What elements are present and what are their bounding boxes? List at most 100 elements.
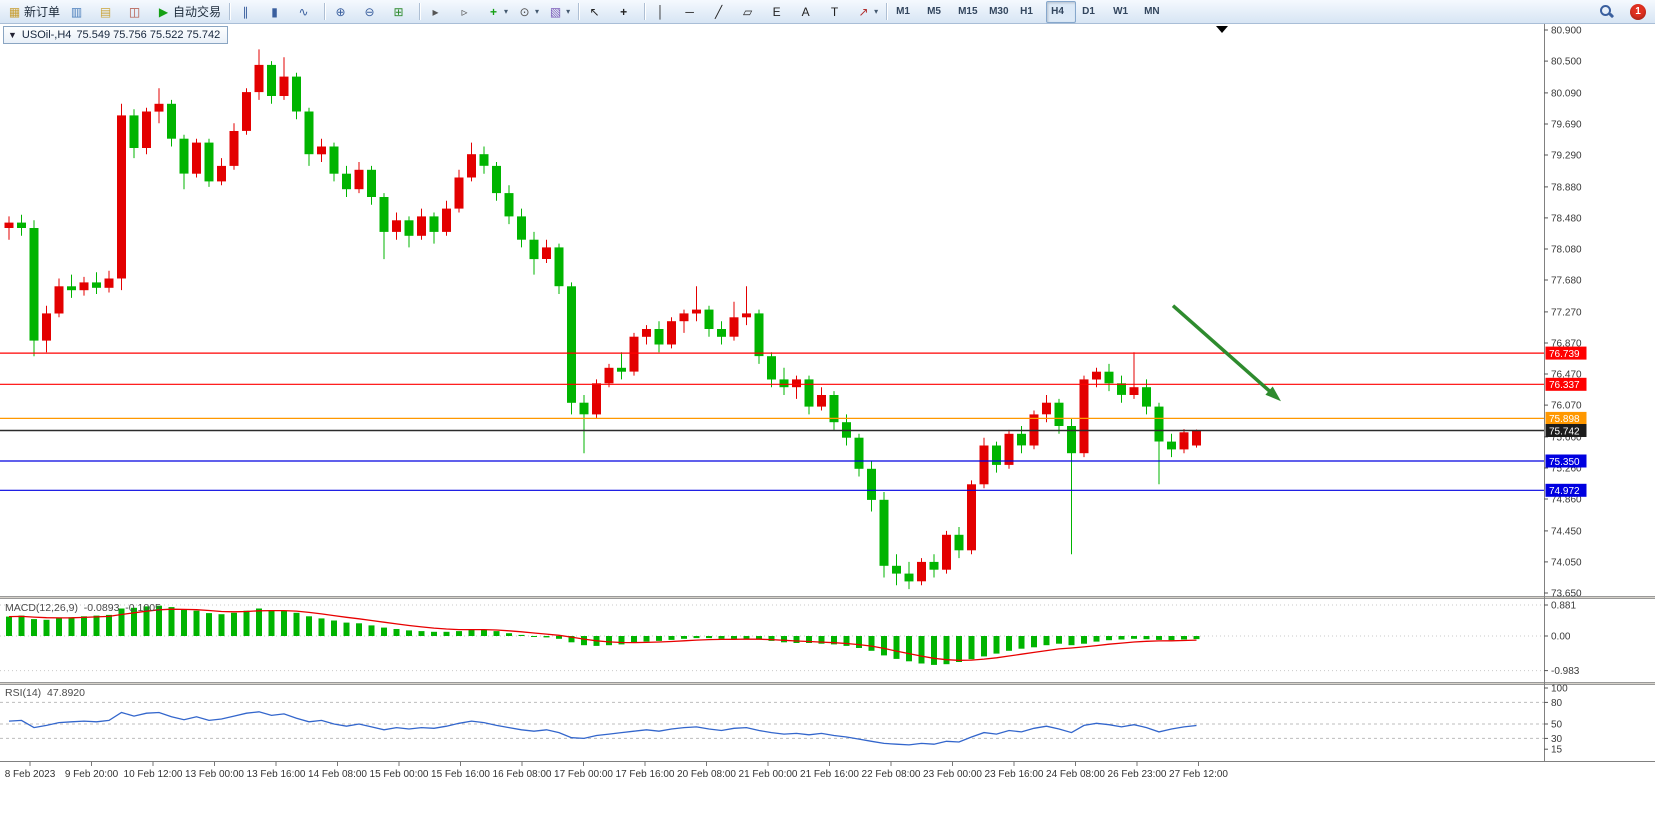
timeframe-mn-button[interactable]: MN [1139,1,1169,23]
toolbar-separator [324,3,326,20]
timeframe-m30-button[interactable]: M30 [984,1,1014,23]
fibonacci-button[interactable]: E [765,1,793,23]
panel-splitter[interactable] [0,682,1655,685]
svg-text:100: 100 [1551,684,1568,695]
panel-splitter[interactable] [0,596,1655,599]
chevron-down-icon: ▾ [504,7,509,16]
timeframe-w1-button[interactable]: W1 [1108,1,1138,23]
svg-text:-0.983: -0.983 [1551,666,1580,677]
chart-area: ▼ USOil-,H4 75.549 75.756 75.522 75.742 … [0,24,1655,825]
arrows-button[interactable]: ↗ ▾ [852,1,882,23]
candlestick-chart-type-button[interactable]: ▮ [263,1,291,23]
timeframe-m1-button[interactable]: M1 [891,1,921,23]
templates-button[interactable]: ▧ ▾ [544,1,574,23]
market-watch-icon: ▤ [99,4,112,19]
svg-text:16 Feb 08:00: 16 Feb 08:00 [493,769,552,780]
svg-text:80.500: 80.500 [1551,57,1582,68]
svg-text:15: 15 [1551,745,1563,756]
line-chart-type-button[interactable]: ∿ [292,1,320,23]
timeframe-h1-button[interactable]: H1 [1015,1,1045,23]
svg-text:76.739: 76.739 [1549,349,1580,360]
market-watch-button[interactable]: ▤ [94,1,122,23]
text-button[interactable]: A [794,1,822,23]
price-badge-76.739: 76.739 [1545,346,1587,360]
timeframe-h4-button[interactable]: H4 [1046,0,1077,23]
search-button[interactable] [1595,1,1623,23]
notification-badge[interactable]: 1 [1630,3,1646,20]
svg-text:30: 30 [1551,734,1563,745]
chart-window-button[interactable]: ▥ [65,1,93,23]
svg-text:75.660: 75.660 [1551,432,1582,443]
time-axis[interactable]: 8 Feb 2023 9 Feb 20:00 10 Feb 12:00 13 Feb … [0,761,1655,781]
svg-text:74.450: 74.450 [1551,526,1582,537]
trend-arrow-annotation[interactable] [1171,304,1281,402]
indicators-button[interactable]: + ▾ [482,1,512,23]
svg-text:75.260: 75.260 [1551,464,1582,475]
macd-value: -0.0893 [83,602,120,614]
zoom-in-button[interactable]: ⊕ [329,1,357,23]
one-click-trading-toggle[interactable]: ▼ [8,30,17,40]
price-scale[interactable]: 80.900 80.500 80.090 79.690 79.290 78.880 78.4… [1544,24,1587,761]
svg-text:76.337: 76.337 [1549,380,1580,391]
text-label-button[interactable]: T [823,1,851,23]
trendline-button[interactable]: ╱ [707,1,735,23]
text-label-icon: T [830,4,839,19]
vertical-line-button[interactable]: │ [649,1,677,23]
timeframe-h4-button-label: H4 [1051,6,1064,17]
template-icon: ▧ [549,4,562,19]
chart-canvas[interactable]: 80.900 80.500 80.090 79.690 79.290 78.880 78.4… [0,24,1655,825]
horizontal-line-button[interactable]: ─ [678,1,706,23]
svg-text:76.070: 76.070 [1551,401,1582,412]
crosshair-button[interactable]: + [612,1,640,23]
chart-shift-marker[interactable] [1216,26,1228,33]
chevron-down-icon: ▾ [874,7,879,16]
autotrading-play-icon: ▶ [158,4,169,19]
trendline-icon: ╱ [714,4,723,19]
autotrading-button[interactable]: ▶ 自动交易 [152,1,225,23]
zoom-out-button[interactable]: ⊖ [358,1,386,23]
timeframe-m15-button[interactable]: M15 [953,1,983,23]
navigator-button[interactable]: ◫ [123,1,151,23]
timeframe-d1-button[interactable]: D1 [1077,1,1107,23]
svg-text:79.290: 79.290 [1551,151,1582,162]
svg-text:21 Feb 16:00: 21 Feb 16:00 [800,769,859,780]
chart-title-tab[interactable]: ▼ USOil-,H4 75.549 75.756 75.522 75.742 [3,26,229,44]
toolbar-separator [578,3,580,20]
toolbar-separator [229,3,231,20]
svg-text:75.898: 75.898 [1549,414,1580,425]
timeframe-mn-button-label: MN [1144,6,1160,17]
zoom-out-icon: ⊖ [364,4,375,19]
chart-ohlc-values: 75.549 75.756 75.522 75.742 [76,29,221,41]
svg-text:17 Feb 16:00: 17 Feb 16:00 [616,769,675,780]
svg-text:78.480: 78.480 [1551,213,1582,224]
auto-scroll-button[interactable]: ▸ [424,1,452,23]
svg-text:79.690: 79.690 [1551,120,1582,131]
svg-text:8 Feb 2023: 8 Feb 2023 [5,769,56,780]
timeframe-w1-button-label: W1 [1113,6,1129,17]
toolbar-separator [644,3,646,20]
bar-chart-type-button[interactable]: ∥ [234,1,262,23]
tile-windows-button[interactable]: ⊞ [387,1,415,23]
text-icon: A [801,4,810,19]
svg-text:23 Feb 16:00: 23 Feb 16:00 [985,769,1044,780]
chart-shift-button[interactable]: ▹ [453,1,481,23]
cursor-icon: ↖ [589,4,600,19]
line-chart-icon: ∿ [298,4,309,19]
svg-text:15 Feb 00:00: 15 Feb 00:00 [370,769,429,780]
rsi-panel [0,701,1544,746]
periods-button[interactable]: ⊙ ▾ [513,1,543,23]
clock-icon: ⊙ [519,4,530,19]
cursor-button[interactable]: ↖ [583,1,611,23]
channel-icon: ▱ [742,4,753,19]
svg-text:27 Feb 12:00: 27 Feb 12:00 [1169,769,1228,780]
new-order-button[interactable]: ▦ 新订单 [3,1,64,23]
svg-text:75.350: 75.350 [1549,457,1580,468]
timeframe-m5-button[interactable]: M5 [922,1,952,23]
fibonacci-icon: E [772,4,781,19]
svg-text:22 Feb 08:00: 22 Feb 08:00 [862,769,921,780]
timeframe-m15-button-label: M15 [958,6,978,17]
svg-text:74.972: 74.972 [1549,486,1580,497]
macd-title: MACD(12,26,9) [5,602,78,614]
equidistant-channel-button[interactable]: ▱ [736,1,764,23]
macd-signal-value: -0.1005 [125,602,161,614]
